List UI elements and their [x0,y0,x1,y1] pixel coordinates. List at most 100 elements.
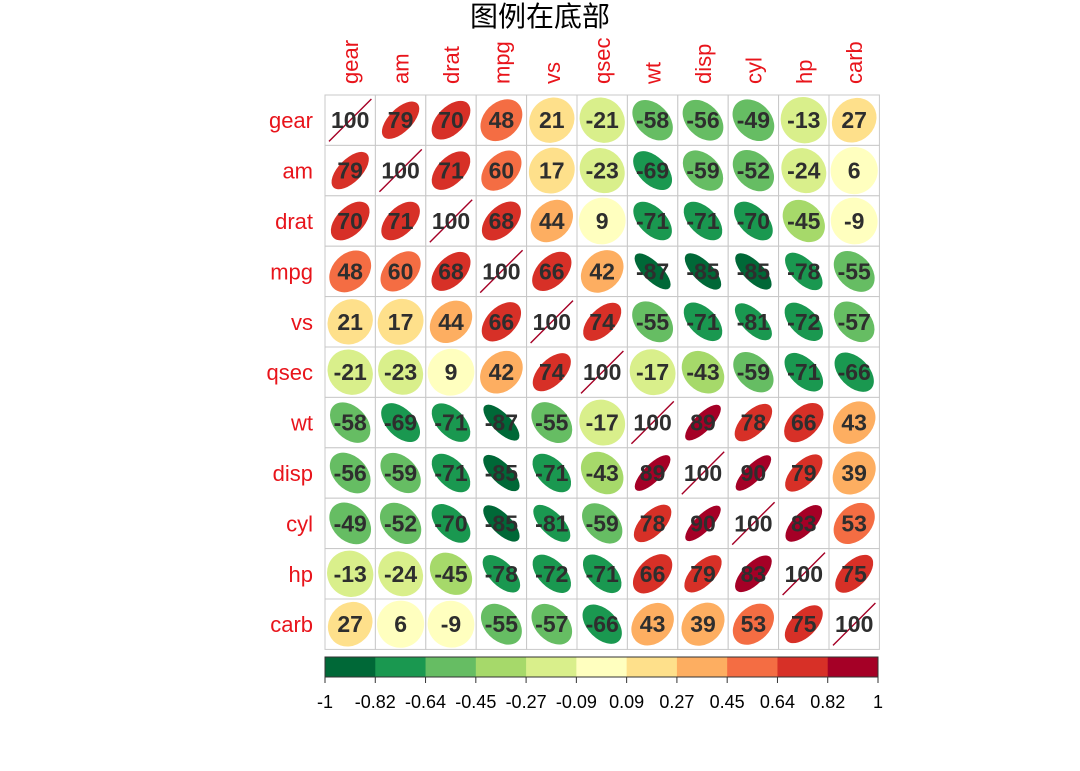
correlation-ellipse [327,299,373,345]
correlation-ellipse [483,404,520,441]
correlation-ellipse [483,454,520,492]
cell-mpg-hp: -78 [778,245,830,298]
cell-value: 21 [539,107,565,133]
correlation-ellipse [580,451,624,495]
cell-value: 74 [589,309,615,335]
cell-cyl-am: -52 [374,497,427,550]
cell-value: -55 [535,410,568,436]
row-label-qsec: qsec [267,360,313,385]
cell-mpg-qsec: 42 [576,245,628,298]
correlation-ellipse [379,502,422,545]
cell-value: -21 [334,359,367,385]
correlation-ellipse [633,201,672,241]
cell-drat-mpg: 68 [475,195,528,247]
cell-vs-am: 17 [374,296,427,348]
correlation-ellipse [480,99,523,142]
cell-value: 44 [438,309,464,335]
cell-value: 100 [482,258,520,284]
cell-mpg-disp: -85 [677,245,729,298]
cell-value: 70 [337,208,363,234]
diagonal-mark [378,148,423,193]
correlation-ellipse [785,505,823,542]
cell-value: 100 [785,561,823,587]
cell-mpg-cyl: -85 [727,245,780,298]
row-label-gear: gear [269,108,313,133]
correlation-ellipse [531,402,573,444]
correlation-ellipse [532,353,571,392]
cell-gear-qsec: -21 [576,94,628,146]
correlation-ellipse [532,453,572,493]
legend-swatch [676,657,728,677]
cell-value: -71 [434,460,467,486]
row-label-am: am [282,159,313,184]
correlation-ellipse [632,554,673,594]
cell-value: 78 [741,410,767,436]
correlation-ellipse [632,99,673,141]
correlation-ellipse [735,253,772,290]
cell-wt-carb: 43 [828,396,880,449]
cell-value: -9 [844,208,864,234]
cell-wt-drat: -71 [425,396,477,449]
cell-value: -59 [737,359,770,385]
cell-gear-gear: 100 [324,94,376,146]
cell-gear-disp: -56 [677,94,729,146]
correlation-ellipse [633,151,673,191]
chart-title: 图例在底部 [470,0,610,33]
correlation-ellipse [681,350,725,394]
cell-value: 100 [633,410,671,436]
row-label-hp: hp [289,562,313,587]
correlation-ellipse [530,199,573,243]
cell-value: 66 [640,561,666,587]
cell-value: -85 [485,510,518,536]
cell-am-qsec: -23 [576,144,628,197]
correlation-ellipse [631,602,674,646]
column-label-am: am [389,53,414,84]
cell-value: 90 [690,510,716,536]
cell-hp-mpg: -78 [475,548,528,600]
cell-value: 78 [640,510,666,536]
column-label-disp: disp [691,44,716,84]
correlation-ellipse [327,550,374,597]
cell-value: 60 [388,258,414,284]
cell-value: -52 [384,510,417,536]
cell-value: 27 [841,107,867,133]
cell-mpg-drat: 68 [425,245,477,298]
cell-hp-gear: -13 [324,548,376,600]
cell-carb-cyl: 53 [727,598,780,650]
cell-value: 89 [690,410,716,436]
diagonal-mark [580,350,624,394]
cell-value: -85 [485,460,518,486]
correlation-ellipse [531,603,573,645]
cell-vs-drat: 44 [425,296,477,348]
cell-mpg-gear: 48 [324,245,376,298]
cell-value: -45 [787,208,820,234]
correlation-ellipse [834,352,874,392]
cell-qsec-qsec: 100 [576,346,628,398]
correlation-ellipse [431,100,471,140]
cell-wt-vs: -55 [526,396,578,449]
cell-mpg-carb: -55 [828,245,880,298]
cell-am-vs: 17 [526,144,578,197]
cell-value: 70 [438,107,464,133]
cell-vs-qsec: 74 [576,296,628,348]
cell-qsec-wt: -17 [626,346,679,398]
correlation-ellipse [683,302,723,342]
cell-drat-hp: -45 [778,195,830,247]
cell-value: -81 [737,309,770,335]
cell-disp-disp: 100 [677,447,729,499]
column-label-qsec: qsec [590,38,615,84]
correlation-ellipse [330,201,370,241]
row-label-drat: drat [275,209,313,234]
correlation-ellipse [830,197,878,245]
cell-vs-gear: 21 [324,296,376,348]
correlation-ellipse [784,402,824,443]
cell-carb-wt: 43 [626,598,679,650]
correlation-ellipse [483,505,520,542]
correlation-ellipse [833,250,875,292]
correlation-ellipse [481,201,521,241]
legend-tick-label: -0.64 [405,692,446,712]
cell-value: 100 [684,460,722,486]
cell-qsec-cyl: -59 [727,346,780,398]
cell-cyl-cyl: 100 [727,497,780,550]
